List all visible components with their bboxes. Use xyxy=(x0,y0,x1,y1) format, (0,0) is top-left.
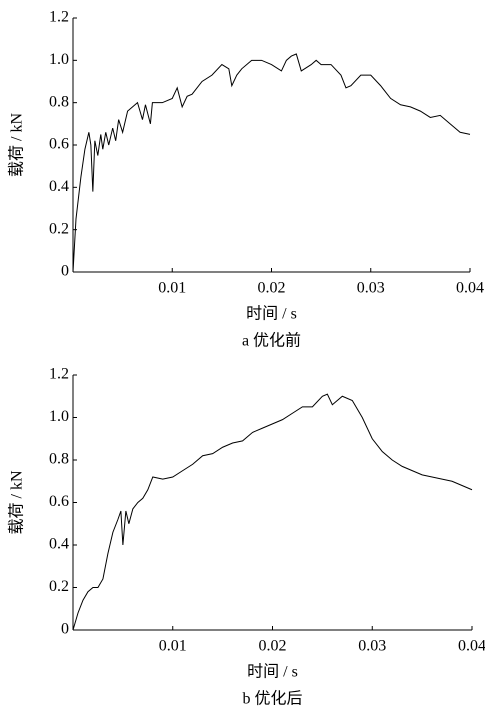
y-tick-label: 0.6 xyxy=(49,493,69,510)
x-tick-label: 0.01 xyxy=(159,638,187,655)
y-tick-label: 0 xyxy=(61,621,69,638)
x-tick-label: 0.02 xyxy=(258,280,286,297)
y-tick-label: 0.2 xyxy=(49,220,69,237)
y-tick-label: 0 xyxy=(61,263,69,280)
x-tick-label: 0.04 xyxy=(458,638,485,655)
y-axis-label: 载荷 / kN xyxy=(8,470,26,534)
y-tick-label: 1.0 xyxy=(49,408,69,425)
data-line xyxy=(72,393,473,631)
x-axis-label: 时间 / s xyxy=(246,305,297,323)
caption: a 优化前 xyxy=(242,332,301,350)
x-tick-label: 0.04 xyxy=(456,280,484,297)
x-tick-label: 0.03 xyxy=(357,280,385,297)
y-tick-label: 0.6 xyxy=(49,136,69,153)
data-line xyxy=(72,53,471,273)
y-tick-label: 0.4 xyxy=(49,536,69,553)
x-axis-label: 时间 / s xyxy=(247,663,298,681)
y-tick-label: 1.2 xyxy=(49,366,69,383)
y-tick-label: 0.2 xyxy=(49,578,69,595)
y-tick-label: 0.8 xyxy=(49,451,69,468)
x-tick-label: 0.03 xyxy=(358,638,386,655)
y-tick-label: 1.2 xyxy=(49,9,69,26)
x-tick-label: 0.01 xyxy=(158,280,186,297)
caption: b 优化后 xyxy=(242,690,302,708)
y-axis-label: 载荷 / kN xyxy=(8,113,26,177)
y-tick-label: 0.4 xyxy=(49,178,69,195)
x-tick-label: 0.02 xyxy=(259,638,287,655)
y-tick-label: 0.8 xyxy=(49,93,69,110)
y-tick-label: 1.0 xyxy=(49,51,69,68)
